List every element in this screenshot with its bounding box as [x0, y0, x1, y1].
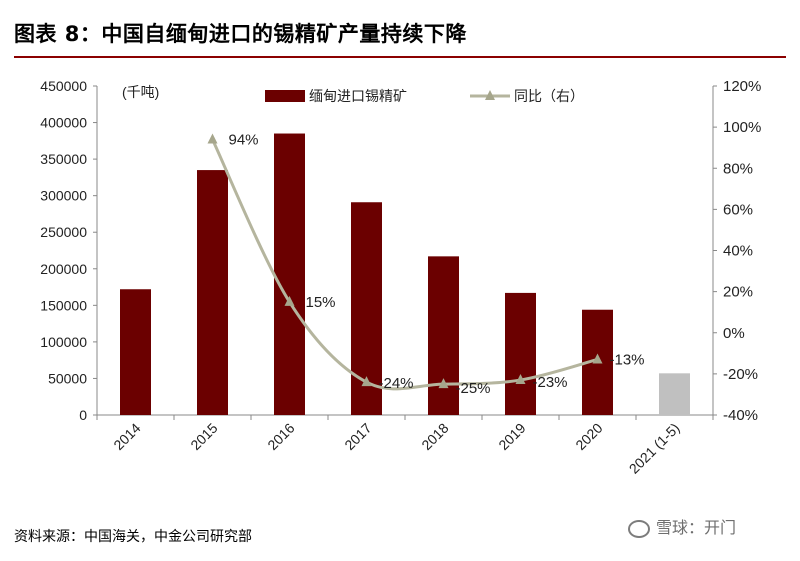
right-tick-label: -40% [723, 407, 758, 424]
right-tick-label: 60% [723, 201, 753, 218]
yoy-data-label: 94% [229, 131, 259, 148]
left-axis-unit: (千吨) [122, 84, 159, 100]
yoy-marker [207, 133, 218, 144]
bar [274, 133, 305, 415]
yoy-data-label: -13% [610, 351, 645, 368]
watermark: 雪球：开门 [628, 514, 736, 538]
x-tick-label: 2019 [495, 420, 528, 453]
bar [197, 170, 228, 415]
bar [659, 373, 690, 415]
x-tick-label: 2021 (1-5) [626, 420, 683, 477]
right-tick-label: 80% [723, 160, 753, 177]
x-tick-label: 2016 [264, 420, 297, 453]
bar [505, 292, 536, 415]
right-tick-label: -20% [723, 366, 758, 383]
left-tick-label: 150000 [40, 297, 87, 313]
yoy-marker [284, 295, 295, 306]
legend-bar-label: 缅甸进口锡精矿 [309, 88, 407, 104]
source-note: 资料来源：中国海关，中金公司研究部 [14, 529, 252, 545]
chart: 0 50000 100000 150000 200000 250000 300000 3500… [40, 78, 761, 477]
x-tick-label: 2017 [341, 420, 374, 453]
right-tick-label: 20% [723, 284, 753, 301]
right-tick-label: 120% [723, 78, 761, 95]
yoy-marker [361, 376, 372, 387]
left-tick-label: 400000 [40, 115, 87, 131]
bar [428, 256, 459, 415]
left-tick-label: 350000 [40, 151, 87, 167]
yoy-data-label: -24% [379, 375, 414, 392]
legend-line-marker [485, 90, 495, 100]
watermark-text: 雪球：开门 [656, 518, 737, 537]
yoy-marker [515, 374, 526, 385]
chart-title: 图表 8：中国自缅甸进口的锡精矿产量持续下降 [14, 22, 467, 46]
yoy-data-label: -25% [456, 380, 491, 397]
yoy-marker [592, 353, 603, 364]
yoy-marker [438, 378, 449, 389]
left-tick-label: 100000 [40, 334, 87, 350]
right-tick-label: 100% [723, 119, 761, 136]
x-tick-label: 2018 [418, 420, 451, 453]
x-tick-label: 2014 [110, 420, 143, 453]
yoy-data-label: 15% [306, 294, 336, 311]
right-tick-label: 40% [723, 243, 753, 260]
left-tick-label: 50000 [48, 370, 87, 386]
x-tick-label: 2020 [572, 420, 605, 453]
left-tick-label: 0 [79, 407, 87, 423]
legend-bar-swatch [265, 90, 305, 102]
title-rule [14, 56, 786, 58]
left-tick-label: 250000 [40, 224, 87, 240]
left-tick-label: 450000 [40, 78, 87, 94]
yoy-data-label: -23% [533, 374, 568, 391]
wechat-icon [628, 519, 650, 538]
right-tick-label: 0% [723, 325, 745, 342]
bar [120, 289, 151, 415]
left-tick-label: 200000 [40, 261, 87, 277]
legend-line-label: 同比（右） [514, 88, 584, 104]
yoy-line [211, 138, 598, 391]
left-tick-label: 300000 [40, 188, 87, 204]
x-tick-label: 2015 [187, 420, 220, 453]
